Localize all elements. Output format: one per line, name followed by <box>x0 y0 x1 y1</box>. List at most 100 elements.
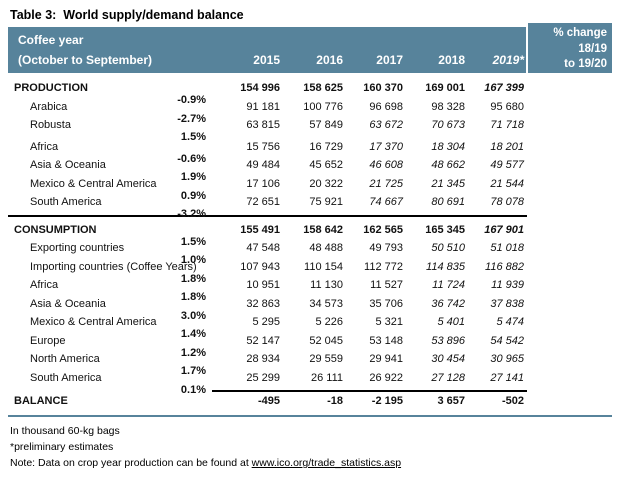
value-cell: 96 698 <box>369 100 403 113</box>
pct-change-cell: 1.8% <box>180 291 206 303</box>
pct-change-cell: 0.1% <box>180 383 206 396</box>
value-cell: 51 018 <box>490 242 524 254</box>
value-cell: 21 725 <box>369 177 403 190</box>
year-header-2015: 2015 <box>253 53 280 67</box>
value-cell: 49 577 <box>490 159 524 171</box>
row-label: Importing countries (Coffee Years) <box>30 260 197 273</box>
value-cell: 29 559 <box>309 353 343 365</box>
pct-change-line1: % change <box>553 27 607 39</box>
value-cell: 53 148 <box>369 334 403 347</box>
value-cell: 49 793 <box>369 242 403 254</box>
row-label: Africa <box>30 279 59 291</box>
row-label: Robusta <box>30 119 71 131</box>
value-cell: 53 896 <box>431 334 465 347</box>
table-footer: In thousand 60-kg bags *preliminary esti… <box>10 423 623 471</box>
row-label: South America <box>30 196 102 208</box>
pct-change-cell: -0.9% <box>177 94 206 106</box>
table-row: South America 72 651 75 921 74 667 80 691 78 … <box>8 196 612 220</box>
section-divider <box>8 415 612 417</box>
row-label: Exporting countries <box>30 242 125 254</box>
pct-change-cell: -2.7% <box>177 112 206 125</box>
footnote-preliminary: *preliminary estimates <box>10 441 114 453</box>
value-cell: 48 662 <box>431 159 465 171</box>
header-row-label: Coffee year (October to September) <box>8 27 212 73</box>
year-header-2016: 2016 <box>316 53 343 67</box>
value-cell: 26 922 <box>369 371 403 384</box>
pct-change-cell: 1.0% <box>180 254 206 266</box>
value-cell: 28 934 <box>246 353 280 365</box>
value-cell: 27 141 <box>490 371 524 384</box>
pct-change-cell: 1.8% <box>180 272 206 285</box>
value-cell: 18 201 <box>490 140 524 153</box>
table-row: Africa 15 756 16 729 17 370 18 304 18 201 -0.6… <box>8 140 612 165</box>
year-header-2017: 2017 <box>376 53 403 67</box>
value-cell: 36 742 <box>431 297 465 310</box>
table-body: PRODUCTION 154 996 158 625 160 370 169 001 16… <box>8 73 612 417</box>
pct-change-cell: 1.9% <box>180 171 206 183</box>
table-row: Asia & Oceania 32 863 34 573 35 706 36 742 37… <box>8 297 612 322</box>
value-cell: 5 226 <box>315 316 343 328</box>
value-cell: 114 835 <box>426 260 465 273</box>
value-cell: 26 111 <box>310 371 343 384</box>
value-cell: 37 838 <box>490 297 524 310</box>
value-cell: 25 299 <box>246 371 280 384</box>
value-cell: 110 154 <box>304 260 343 273</box>
row-label: Mexico & Central America <box>30 316 157 328</box>
value-cell: 27 128 <box>431 371 465 384</box>
value-cell: -502 <box>501 394 524 407</box>
value-cell: 15 756 <box>246 140 280 153</box>
row-label: Europe <box>30 334 66 347</box>
table-row: Robusta 63 815 57 849 63 672 70 673 71 718 1.5… <box>8 119 612 143</box>
pct-change-cell: 1.2% <box>180 346 206 359</box>
pct-change-cell: 1.5% <box>180 235 206 248</box>
value-cell: 21 544 <box>490 177 524 190</box>
row-label: CONSUMPTION <box>14 223 97 236</box>
row-label: PRODUCTION <box>14 82 88 94</box>
value-cell: 5 321 <box>375 316 403 328</box>
year-header-2018: 2018 <box>438 53 465 67</box>
value-cell: 78 078 <box>490 196 524 208</box>
year-header-2019: 2019* <box>492 53 524 67</box>
value-cell: 17 106 <box>246 177 280 190</box>
value-cell: 74 667 <box>369 196 403 208</box>
row-label: Arabica <box>30 100 68 113</box>
value-cell: 5 401 <box>437 316 465 328</box>
pct-change-cell: 0.9% <box>180 189 206 202</box>
table-row: South America 25 299 26 111 26 922 27 128 27 … <box>8 371 612 396</box>
section-divider <box>8 214 527 217</box>
table-row: Mexico & Central America 5 295 5 226 5 321 5… <box>8 316 612 340</box>
value-cell: 30 965 <box>490 353 524 365</box>
value-cell: 11 130 <box>310 279 343 291</box>
value-cell: 71 718 <box>490 119 524 131</box>
table-row: PRODUCTION 154 996 158 625 160 370 169 001 16… <box>8 82 612 106</box>
table-row: Mexico & Central America 17 106 20 322 21 7… <box>8 177 612 202</box>
value-cell: 165 345 <box>425 223 465 236</box>
value-cell: 50 510 <box>431 242 465 254</box>
table-header: Coffee year (October to September) 2015 … <box>8 23 612 73</box>
table-row: Africa 10 951 11 130 11 527 11 724 11 939 1.8% <box>8 279 612 303</box>
value-cell: 70 673 <box>431 119 465 131</box>
row-label: BALANCE <box>14 394 68 407</box>
value-cell: 98 328 <box>431 100 465 113</box>
header-coffee-year: Coffee year <box>18 33 84 47</box>
pct-change-cell: 1.7% <box>180 365 206 377</box>
row-label: South America <box>30 371 102 384</box>
trade-statistics-link[interactable]: www.ico.org/trade_statistics.asp <box>251 457 402 469</box>
value-cell: 30 454 <box>431 353 465 365</box>
value-cell: 80 691 <box>431 196 465 208</box>
value-cell: 57 849 <box>309 119 343 131</box>
pct-change-header: % change 18/19 to 19/20 <box>526 23 612 73</box>
value-cell: 116 882 <box>485 260 524 273</box>
value-cell: 11 527 <box>370 279 403 291</box>
row-label: North America <box>30 353 100 365</box>
table-title: Table 3: World supply/demand balance <box>10 8 244 22</box>
value-cell: 45 652 <box>309 159 343 171</box>
value-cell: 158 625 <box>303 82 343 94</box>
footnote-note: Note: Data on crop year production can b… <box>10 455 623 471</box>
table-row: BALANCE -495 -18 -2 195 3 657 -502 <box>8 392 612 415</box>
value-cell: 29 941 <box>369 353 403 365</box>
note-text: Note: Data on crop year production can b… <box>10 457 252 469</box>
value-cell: 54 542 <box>490 334 524 347</box>
table-row: Arabica 91 181 100 776 96 698 98 328 95 680 -2… <box>8 100 612 125</box>
row-label: Asia & Oceania <box>30 159 106 171</box>
